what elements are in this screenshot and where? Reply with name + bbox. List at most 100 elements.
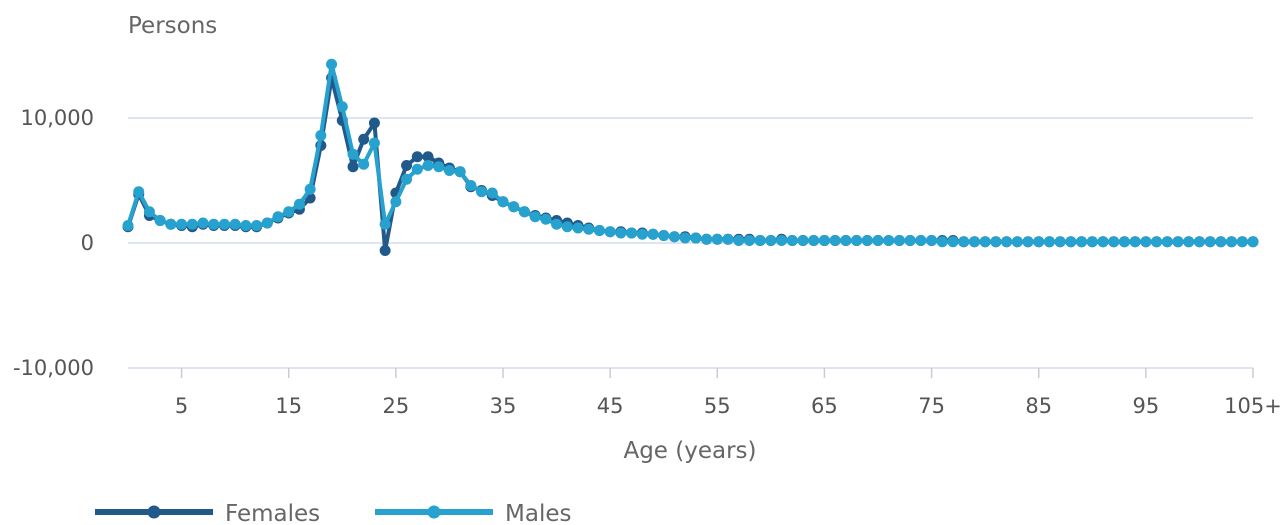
data-point: [861, 235, 873, 246]
data-point: [1226, 236, 1238, 248]
data-point: [1086, 236, 1098, 248]
data-point: [422, 160, 434, 171]
data-point: [347, 148, 359, 160]
data-point: [572, 222, 584, 234]
data-point: [701, 233, 713, 245]
x-tick-label: 35: [490, 394, 517, 418]
data-point: [208, 218, 220, 230]
legend-label: Males: [505, 501, 571, 525]
data-point: [647, 228, 659, 240]
data-point: [690, 232, 702, 244]
data-point: [1236, 236, 1248, 248]
data-point: [958, 236, 970, 248]
data-point: [358, 158, 370, 170]
data-point: [347, 161, 359, 173]
x-tick-label: 75: [918, 394, 945, 418]
series-males: [122, 58, 1259, 248]
data-point: [743, 235, 755, 246]
data-point: [851, 235, 863, 246]
data-point: [1215, 236, 1227, 248]
data-point: [1140, 236, 1152, 248]
data-point: [326, 58, 338, 70]
data-point: [540, 213, 552, 225]
data-point: [786, 235, 798, 246]
data-point: [143, 206, 155, 218]
data-point: [218, 218, 230, 230]
data-point: [390, 196, 402, 208]
data-point: [229, 218, 241, 230]
data-point: [776, 235, 788, 246]
data-point: [240, 220, 252, 231]
data-point: [1054, 236, 1066, 248]
data-point: [411, 151, 423, 163]
legend-marker: [427, 505, 441, 519]
data-point: [508, 201, 520, 213]
data-point: [797, 235, 809, 246]
data-point: [658, 230, 670, 241]
data-point: [1183, 236, 1195, 248]
data-point: [926, 235, 938, 246]
data-point: [990, 236, 1002, 248]
data-point: [615, 227, 627, 239]
series-females: [122, 72, 1259, 256]
data-point: [1129, 236, 1141, 248]
x-tick-label: 105+: [1224, 394, 1282, 418]
data-point: [368, 137, 380, 149]
data-point: [1193, 236, 1205, 248]
x-tick-label: 15: [275, 394, 302, 418]
data-point: [636, 228, 648, 240]
x-axis-label: Age (years): [623, 438, 756, 464]
data-point: [1204, 236, 1216, 248]
data-point: [368, 117, 380, 129]
data-point: [122, 220, 134, 231]
data-point: [1022, 236, 1034, 248]
data-point: [443, 165, 455, 176]
data-point: [336, 101, 348, 113]
data-point: [915, 235, 927, 246]
legend-marker: [147, 505, 161, 519]
data-point: [283, 206, 295, 218]
legend-item-females[interactable]: Females: [95, 501, 320, 525]
data-point: [518, 206, 530, 218]
data-point: [1161, 236, 1173, 248]
x-tick-label: 55: [704, 394, 731, 418]
series-line: [126, 76, 1253, 253]
data-point: [1118, 236, 1130, 248]
data-point: [604, 226, 616, 238]
data-point: [358, 133, 370, 145]
data-point: [379, 218, 391, 230]
data-point: [818, 235, 830, 246]
data-point: [165, 218, 177, 230]
data-point: [1065, 236, 1077, 248]
data-point: [422, 151, 434, 163]
data-point: [626, 227, 638, 239]
series-line: [126, 62, 1253, 244]
data-point: [251, 220, 263, 231]
legend-item-males[interactable]: Males: [375, 501, 571, 525]
legend[interactable]: Females Males: [95, 501, 571, 525]
x-tick-label: 25: [382, 394, 409, 418]
data-point: [465, 180, 477, 191]
data-point: [486, 187, 498, 199]
data-point: [754, 235, 766, 246]
data-point: [133, 186, 145, 198]
data-point: [186, 218, 198, 230]
data-point: [840, 235, 852, 246]
x-tick-label: 45: [597, 394, 624, 418]
data-point: [1043, 236, 1055, 248]
data-point: [154, 215, 166, 226]
data-point: [893, 235, 905, 246]
x-tick-label: 5: [175, 394, 188, 418]
data-point: [476, 186, 488, 198]
x-tick-label: 65: [811, 394, 838, 418]
data-point: [379, 245, 391, 256]
data-point: [936, 236, 948, 248]
y-tick-label: 10,000: [21, 106, 94, 130]
data-point: [872, 235, 884, 246]
data-point: [1011, 236, 1023, 248]
data-point: [261, 217, 273, 229]
y-tick-labels: 10,000 0 -10,000: [13, 106, 94, 380]
data-point: [315, 130, 327, 141]
data-point: [197, 217, 209, 229]
